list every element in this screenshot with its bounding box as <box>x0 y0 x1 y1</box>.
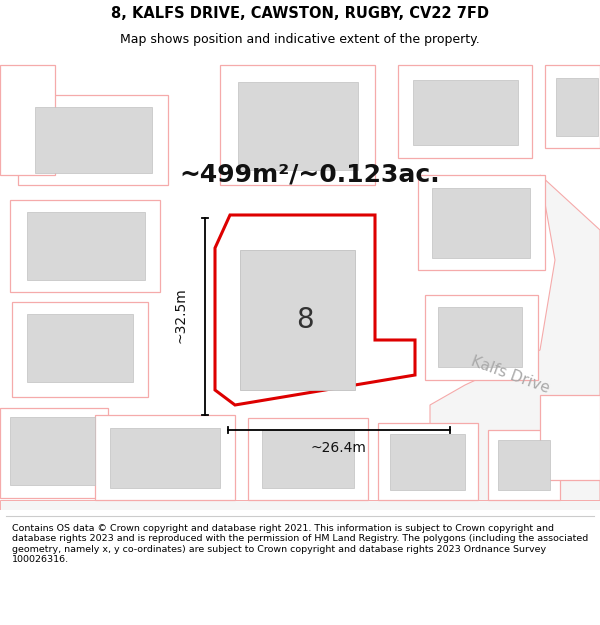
Polygon shape <box>488 430 560 500</box>
Polygon shape <box>425 295 538 380</box>
Polygon shape <box>378 423 478 500</box>
Polygon shape <box>95 415 235 500</box>
Polygon shape <box>0 500 600 560</box>
Polygon shape <box>545 65 600 148</box>
Text: ~499m²/~0.123ac.: ~499m²/~0.123ac. <box>179 163 440 187</box>
Polygon shape <box>10 417 95 485</box>
Polygon shape <box>27 314 133 382</box>
Polygon shape <box>35 107 152 173</box>
Text: 8, KALFS DRIVE, CAWSTON, RUGBY, CV22 7FD: 8, KALFS DRIVE, CAWSTON, RUGBY, CV22 7FD <box>111 6 489 21</box>
Polygon shape <box>0 65 55 175</box>
Polygon shape <box>432 188 530 258</box>
Polygon shape <box>390 434 465 490</box>
Polygon shape <box>27 212 145 280</box>
Polygon shape <box>220 65 375 185</box>
Polygon shape <box>438 307 522 367</box>
Polygon shape <box>0 408 108 498</box>
Polygon shape <box>498 440 550 490</box>
Text: 8: 8 <box>296 306 314 334</box>
Polygon shape <box>556 78 598 136</box>
Polygon shape <box>398 65 532 158</box>
Polygon shape <box>110 428 220 488</box>
Polygon shape <box>10 200 160 292</box>
Polygon shape <box>413 80 518 145</box>
Polygon shape <box>0 55 600 510</box>
Polygon shape <box>215 215 415 405</box>
Polygon shape <box>240 250 355 390</box>
Polygon shape <box>418 175 545 270</box>
Polygon shape <box>540 395 600 480</box>
Polygon shape <box>238 82 358 170</box>
Polygon shape <box>430 175 600 510</box>
Polygon shape <box>12 302 148 397</box>
Text: ~32.5m: ~32.5m <box>173 287 187 343</box>
Text: Map shows position and indicative extent of the property.: Map shows position and indicative extent… <box>120 33 480 46</box>
Text: Contains OS data © Crown copyright and database right 2021. This information is : Contains OS data © Crown copyright and d… <box>12 524 588 564</box>
Polygon shape <box>248 418 368 500</box>
Polygon shape <box>18 95 168 185</box>
Polygon shape <box>262 430 354 488</box>
Text: ~26.4m: ~26.4m <box>310 441 366 455</box>
Text: Kalfs Drive: Kalfs Drive <box>469 354 551 396</box>
